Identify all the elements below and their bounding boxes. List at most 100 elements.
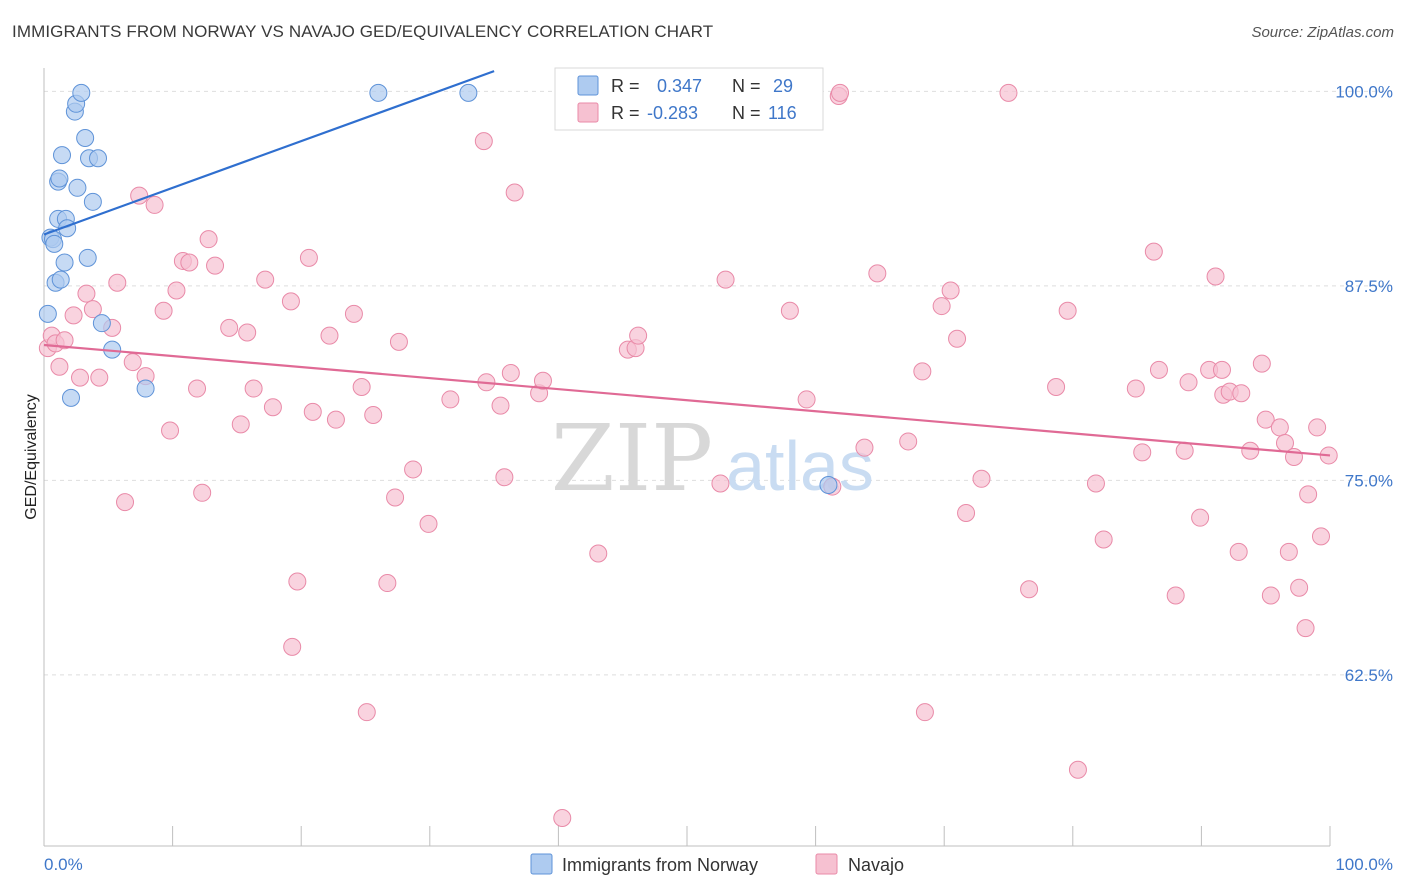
navajo-point: [1206, 267, 1225, 286]
norway-point: [72, 83, 91, 102]
bottom-legend-label-navajo: Navajo: [848, 855, 904, 875]
norway-point: [51, 270, 70, 289]
navajo-point: [1308, 418, 1327, 437]
norway-point: [819, 476, 838, 495]
navajo-point: [533, 371, 552, 390]
navajo-point: [199, 230, 218, 249]
navajo-point: [1047, 377, 1066, 396]
navajo-point: [193, 483, 212, 502]
norway-point: [92, 314, 111, 333]
bottom-legend-label-norway: Immigrants from Norway: [562, 855, 758, 875]
navajo-point: [404, 460, 423, 479]
norway-point: [369, 83, 388, 102]
watermark-zip: ZIP: [551, 405, 713, 512]
navajo-point: [491, 396, 510, 415]
navajo-point: [326, 410, 345, 429]
navajo-point: [244, 379, 263, 398]
navajo-point: [1166, 586, 1185, 605]
navajo-point: [948, 329, 967, 348]
legend-r-label-norway: R =: [611, 76, 640, 96]
navajo-point: [154, 301, 173, 320]
navajo-point: [711, 474, 730, 493]
navajo-point: [288, 572, 307, 591]
navajo-point: [389, 332, 408, 351]
navajo-point: [1133, 443, 1152, 462]
legend-r-value-norway: 0.347: [657, 76, 702, 96]
navajo-point: [1191, 508, 1210, 527]
navajo-point: [281, 292, 300, 311]
navajo-point: [1086, 474, 1105, 493]
norway-point: [136, 379, 155, 398]
navajo-point: [71, 368, 90, 387]
navajo-point: [123, 353, 142, 372]
navajo-point: [1299, 485, 1318, 504]
navajo-point: [957, 504, 976, 523]
navajo-point: [441, 390, 460, 409]
navajo-point: [1149, 360, 1168, 379]
navajo-point: [357, 703, 376, 722]
navajo-point: [1296, 619, 1315, 638]
navajo-point: [378, 574, 397, 593]
navajo-point: [1094, 530, 1113, 549]
norway-point: [50, 169, 69, 188]
navajo-point: [1020, 580, 1039, 599]
navajo-point: [320, 326, 339, 345]
navajo-point: [303, 402, 322, 421]
chart-source: Source: ZipAtlas.com: [1251, 24, 1394, 41]
navajo-point: [868, 264, 887, 283]
navajo-point: [263, 398, 282, 417]
bottom-legend-swatch-navajo: [815, 853, 838, 875]
legend-r-label-navajo: R =: [611, 103, 640, 123]
navajo-point: [1232, 384, 1251, 403]
navajo-point: [188, 379, 207, 398]
x-tick-label: 0.0%: [44, 855, 83, 874]
x-axis-ticks: [43, 826, 1331, 846]
norway-trend-line: [43, 70, 495, 236]
navajo-point: [1311, 527, 1330, 546]
navajo-point: [1175, 441, 1194, 460]
navajo-point: [1179, 373, 1198, 392]
navajo-point: [238, 323, 257, 342]
navajo-point: [1229, 542, 1248, 561]
navajo-point: [90, 368, 109, 387]
navajo-point: [1261, 586, 1280, 605]
navajo-point: [77, 284, 96, 303]
legend-n-label-navajo: N =: [732, 103, 761, 123]
chart-title: IMMIGRANTS FROM NORWAY VS NAVAJO GED/EQU…: [12, 22, 714, 41]
navajo-point: [1068, 760, 1087, 779]
bottom-legend-swatch-norway: [530, 853, 553, 875]
watermark-atlas: atlas: [726, 427, 874, 505]
navajo-point: [913, 362, 932, 381]
navajo-point: [344, 304, 363, 323]
navajo-point: [1241, 441, 1260, 460]
legend-r-value-navajo: -0.283: [647, 103, 698, 123]
navajo-point: [797, 390, 816, 409]
navajo-point: [780, 301, 799, 320]
y-axis-label: GED/Equivalency: [23, 394, 40, 519]
y-tick-label: 100.0%: [1335, 82, 1393, 101]
norway-point: [62, 388, 81, 407]
navajo-point: [553, 808, 572, 827]
stats-legend-box: [554, 67, 824, 131]
navajo-point: [495, 468, 514, 487]
navajo-point: [972, 469, 991, 488]
navajo-point: [419, 514, 438, 533]
navajo-point: [1058, 301, 1077, 320]
navajo-point: [55, 331, 74, 350]
legend-n-value-norway: 29: [773, 76, 793, 96]
norway-point: [76, 129, 95, 148]
navajo-point: [108, 273, 127, 292]
bottom-legend: Immigrants from Norway Navajo: [530, 853, 904, 875]
navajo-point: [116, 493, 135, 512]
navajo-point: [831, 83, 850, 102]
navajo-point: [130, 186, 149, 205]
norway-point: [459, 83, 478, 102]
navajo-point: [283, 637, 302, 656]
navajo-point: [474, 132, 493, 151]
navajo-point: [83, 300, 102, 319]
y-axis-tick-labels: 100.0% 87.5% 75.0% 62.5%: [1335, 82, 1393, 685]
navajo-point: [231, 415, 250, 434]
navajo-point: [999, 83, 1018, 102]
navajo-point: [50, 357, 69, 376]
navajo-point: [220, 318, 239, 337]
